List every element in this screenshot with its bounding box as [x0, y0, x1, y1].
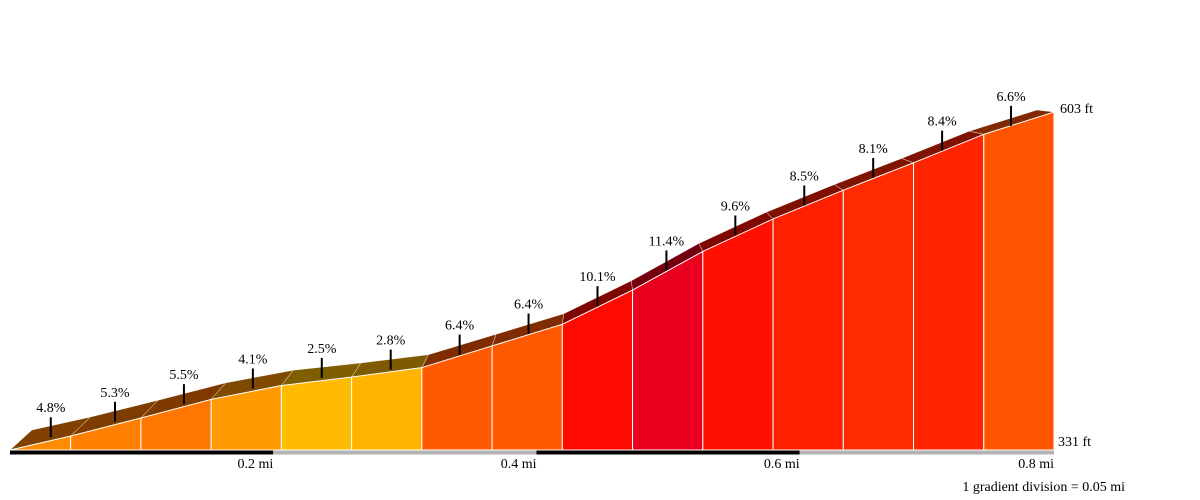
- segment-front-face: [772, 189, 844, 451]
- scale-bar-segment: [536, 450, 800, 455]
- grade-label: 8.5%: [790, 169, 820, 184]
- distance-axis: 0.2 mi 0.4 mi 0.6 mi 0.8 mi: [10, 450, 1054, 472]
- grade-label: 8.4%: [928, 115, 958, 130]
- grade-label: 6.6%: [996, 90, 1026, 105]
- scale-bar-segment: [799, 450, 1054, 455]
- segment-front-face: [983, 111, 1055, 451]
- x-tick-label: 0.8 mi: [1018, 457, 1054, 472]
- segment-front-face: [913, 133, 985, 451]
- grade-label: 8.1%: [859, 142, 889, 157]
- grade-label: 10.1%: [579, 270, 616, 285]
- segment-front-face: [351, 367, 423, 451]
- grade-label: 6.4%: [514, 298, 544, 313]
- grade-markers: 4.8% 5.3% 5.5% 4.1% 2.5% 2.8% 6.4% 6.4% 10.1% 11.…: [36, 90, 1026, 438]
- scale-bar-segment: [273, 450, 537, 455]
- elevation-max-label: 603 ft: [1060, 102, 1093, 117]
- profile-faces: [9, 109, 1055, 451]
- grade-label: 5.3%: [100, 386, 130, 401]
- x-tick-label: 0.2 mi: [237, 457, 273, 472]
- grade-label: 4.1%: [238, 352, 268, 367]
- x-tick-label: 0.4 mi: [501, 457, 537, 472]
- footnote: 1 gradient division = 0.05 mi: [962, 480, 1125, 495]
- grade-label: 6.4%: [445, 319, 475, 334]
- grade-label: 4.8%: [36, 401, 66, 416]
- grade-label: 2.8%: [376, 334, 406, 349]
- segment-front-face: [842, 162, 915, 451]
- segment-front-face: [491, 323, 563, 451]
- grade-label: 11.4%: [649, 234, 685, 249]
- grade-label: 5.5%: [169, 368, 199, 383]
- x-tick-label: 0.6 mi: [764, 457, 800, 472]
- scale-bar-segment: [10, 450, 274, 455]
- grade-label: 9.6%: [721, 199, 751, 214]
- elevation-min-label: 331 ft: [1058, 435, 1091, 450]
- grade-label: 2.5%: [307, 342, 337, 357]
- segment-front-face: [702, 218, 774, 451]
- segment-front-face: [280, 376, 353, 451]
